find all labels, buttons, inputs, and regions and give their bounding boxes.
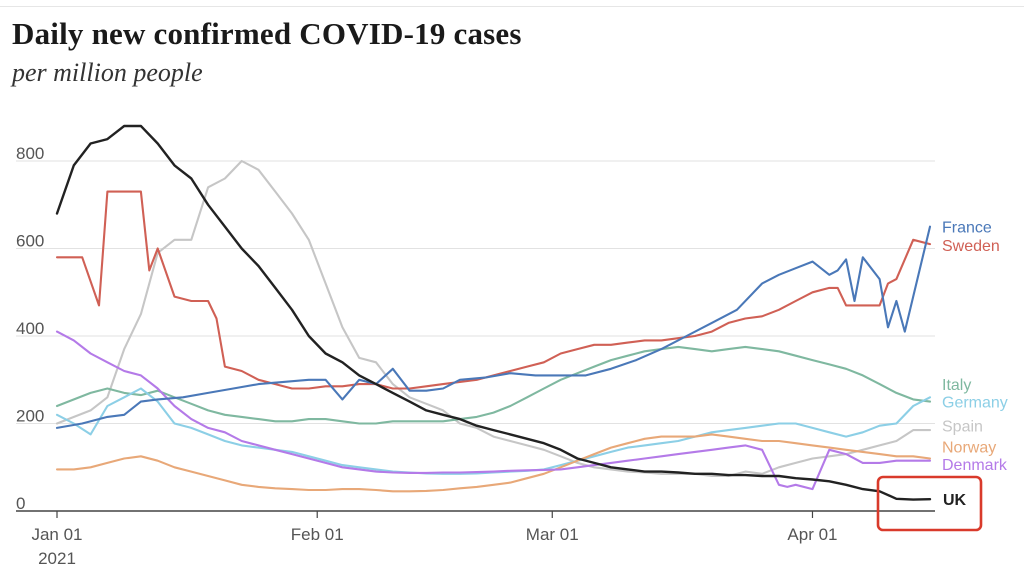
- series-line-spain: [55, 159, 932, 478]
- highlight-box: [876, 475, 983, 532]
- series-line-uk: [55, 124, 932, 501]
- uk-highlight: [876, 475, 983, 532]
- x-tick-label: Apr 01: [787, 525, 837, 544]
- x-axis-ticks: Jan 01 2021 Feb 01 Mar 01 Apr 01: [31, 511, 838, 567]
- series-line-denmark: [55, 330, 932, 491]
- x-tick-label: Feb 01: [291, 525, 344, 544]
- series-line-sweden: [55, 190, 932, 390]
- y-tick-label: 800: [16, 144, 44, 163]
- top-rule: [0, 6, 1024, 7]
- chart-subtitle: per million people: [12, 58, 203, 87]
- chart-title: Daily new confirmed COVID-19 cases: [12, 16, 522, 51]
- series-label-denmark: Denmark: [942, 457, 1008, 474]
- y-tick-label: 0: [16, 494, 25, 513]
- y-tick-label: 200: [16, 407, 44, 426]
- series-label-norway: Norway: [942, 439, 996, 456]
- series-line-norway: [55, 433, 932, 493]
- series-label-sweden: Sweden: [942, 238, 1000, 255]
- series-label-france: France: [942, 220, 992, 237]
- y-tick-label: 600: [16, 232, 44, 251]
- series-line-france: [55, 225, 932, 429]
- series-lines: [55, 124, 932, 501]
- y-tick-label: 400: [16, 319, 44, 338]
- x-tick-sublabel: 2021: [38, 549, 76, 567]
- y-axis-ticks: 0 200 400 600 800: [16, 144, 44, 513]
- series-label-italy: Italy: [942, 377, 971, 394]
- series-label-uk: UK: [943, 492, 967, 509]
- series-label-spain: Spain: [942, 419, 983, 436]
- series-label-germany: Germany: [942, 395, 1008, 412]
- x-tick-label: Mar 01: [526, 525, 579, 544]
- series-line-italy: [55, 345, 932, 425]
- gridlines: [16, 160, 935, 512]
- x-tick-label: Jan 01: [31, 525, 82, 544]
